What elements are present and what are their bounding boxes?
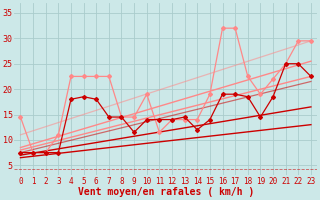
X-axis label: Vent moyen/en rafales ( km/h ): Vent moyen/en rafales ( km/h ) [77, 187, 254, 197]
